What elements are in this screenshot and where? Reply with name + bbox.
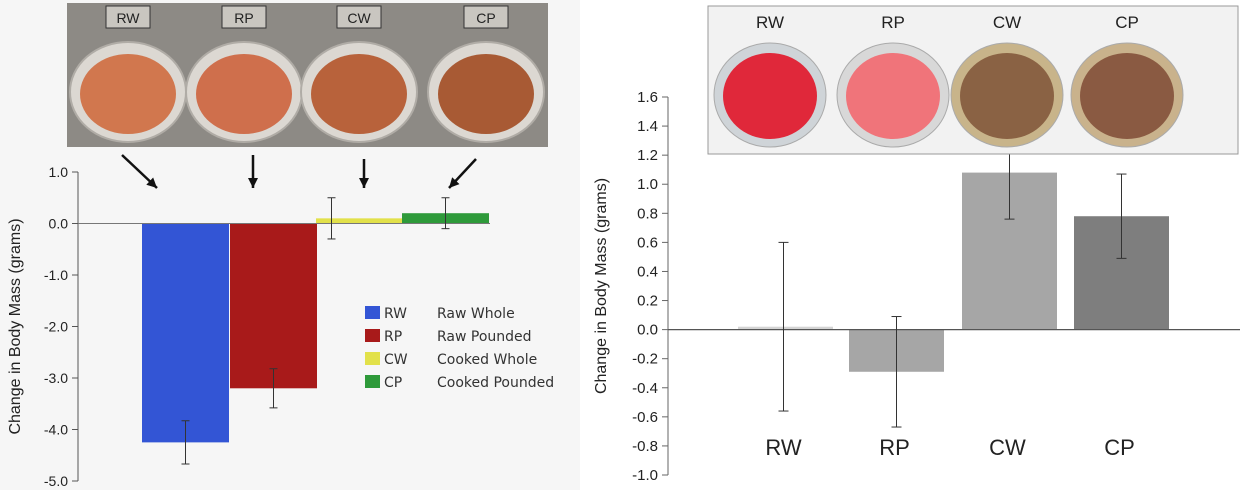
- legend-code: CW: [384, 352, 408, 368]
- photo-label: RP: [881, 13, 905, 32]
- food-sample: [80, 54, 176, 134]
- arrow-head: [449, 177, 460, 188]
- y-tick-label: -0.6: [632, 409, 658, 426]
- x-category-label: CP: [1104, 435, 1135, 460]
- left-chart: RW RP CW CP 1.0 0.0 -1.0 -2.0 -3.0 -4.0 -5.0 Change…: [7, 3, 554, 489]
- food-sample: [311, 54, 407, 134]
- photo-label: CP: [476, 10, 495, 26]
- left-chart-panel: RW RP CW CP 1.0 0.0 -1.0 -2.0 -3.0 -4.0 -5.0 Change…: [0, 0, 580, 490]
- bar-cw: [316, 218, 403, 224]
- legend-swatch: [365, 329, 380, 342]
- y-tick-label: -1.0: [632, 467, 658, 484]
- y-tick-label: -0.4: [632, 380, 658, 397]
- arrow-head: [359, 178, 369, 188]
- food-sample: [1080, 53, 1174, 139]
- food-sample: [960, 53, 1054, 139]
- y-tick-label: 1.2: [637, 147, 658, 164]
- x-category-label: RP: [879, 435, 910, 460]
- y-tick-label: -1.0: [44, 267, 68, 283]
- arrow-head: [146, 177, 157, 188]
- legend-code: RP: [384, 329, 402, 345]
- food-sample: [438, 54, 534, 134]
- photo-label-box: [105, 5, 151, 29]
- right-chart-panel: 1.6 1.4 1.2 1.0 0.8 0.6 0.4 0.2 0.0 -0.2 -0.4 -0.6 -…: [590, 0, 1244, 490]
- y-tick-label: 0.0: [637, 322, 658, 339]
- x-category-label: CW: [989, 435, 1026, 460]
- food-sample: [846, 53, 940, 139]
- y-tick-label: 0.6: [637, 234, 658, 251]
- photo-label: CW: [993, 13, 1021, 32]
- y-tick-label: 1.4: [637, 118, 658, 135]
- photo-label: RW: [116, 10, 140, 26]
- photo-label-box: [221, 5, 267, 29]
- food-sample: [723, 53, 817, 139]
- y-tick-label: 1.6: [637, 89, 658, 106]
- photo-label: CP: [1115, 13, 1139, 32]
- y-tick-label: 1.0: [49, 164, 69, 180]
- legend-code: RW: [384, 306, 407, 322]
- y-tick-label: -0.8: [632, 438, 658, 455]
- y-tick-label: -5.0: [44, 473, 68, 489]
- bar-rp: [230, 223, 317, 389]
- y-tick-label: 1.0: [637, 176, 658, 193]
- y-tick-label: -0.2: [632, 351, 658, 368]
- legend-code: CP: [384, 375, 402, 391]
- x-category-label: RW: [765, 435, 801, 460]
- y-axis-label: Change in Body Mass (grams): [7, 218, 24, 434]
- photo-label-box: [336, 5, 382, 29]
- right-chart: 1.6 1.4 1.2 1.0 0.8 0.6 0.4 0.2 0.0 -0.2 -0.4 -0.6 -…: [593, 5, 1240, 484]
- photo-label: RP: [234, 10, 253, 26]
- y-tick-label: -2.0: [44, 319, 68, 335]
- y-tick-label: 0.0: [49, 216, 69, 232]
- y-tick-label: 0.8: [637, 205, 658, 222]
- legend-swatch: [365, 375, 380, 388]
- photo-label-box: [463, 5, 509, 29]
- legend-name: Cooked Pounded: [437, 375, 554, 391]
- y-axis-label: Change in Body Mass (grams): [593, 178, 610, 394]
- legend-name: Raw Whole: [437, 306, 515, 322]
- legend-swatch: [365, 306, 380, 319]
- arrow-head: [248, 178, 258, 188]
- y-tick-label: 0.4: [637, 263, 658, 280]
- legend-swatch: [365, 352, 380, 365]
- legend-name: Raw Pounded: [437, 329, 532, 345]
- photo-label: RW: [756, 13, 784, 32]
- y-tick-label: -3.0: [44, 370, 68, 386]
- bar-rw: [738, 326, 833, 330]
- photo-label: CW: [347, 10, 371, 26]
- y-tick-label: 0.2: [637, 293, 658, 310]
- bar-rw: [142, 223, 229, 443]
- food-sample: [196, 54, 292, 134]
- y-tick-label: -4.0: [44, 422, 68, 438]
- legend-name: Cooked Whole: [437, 352, 537, 368]
